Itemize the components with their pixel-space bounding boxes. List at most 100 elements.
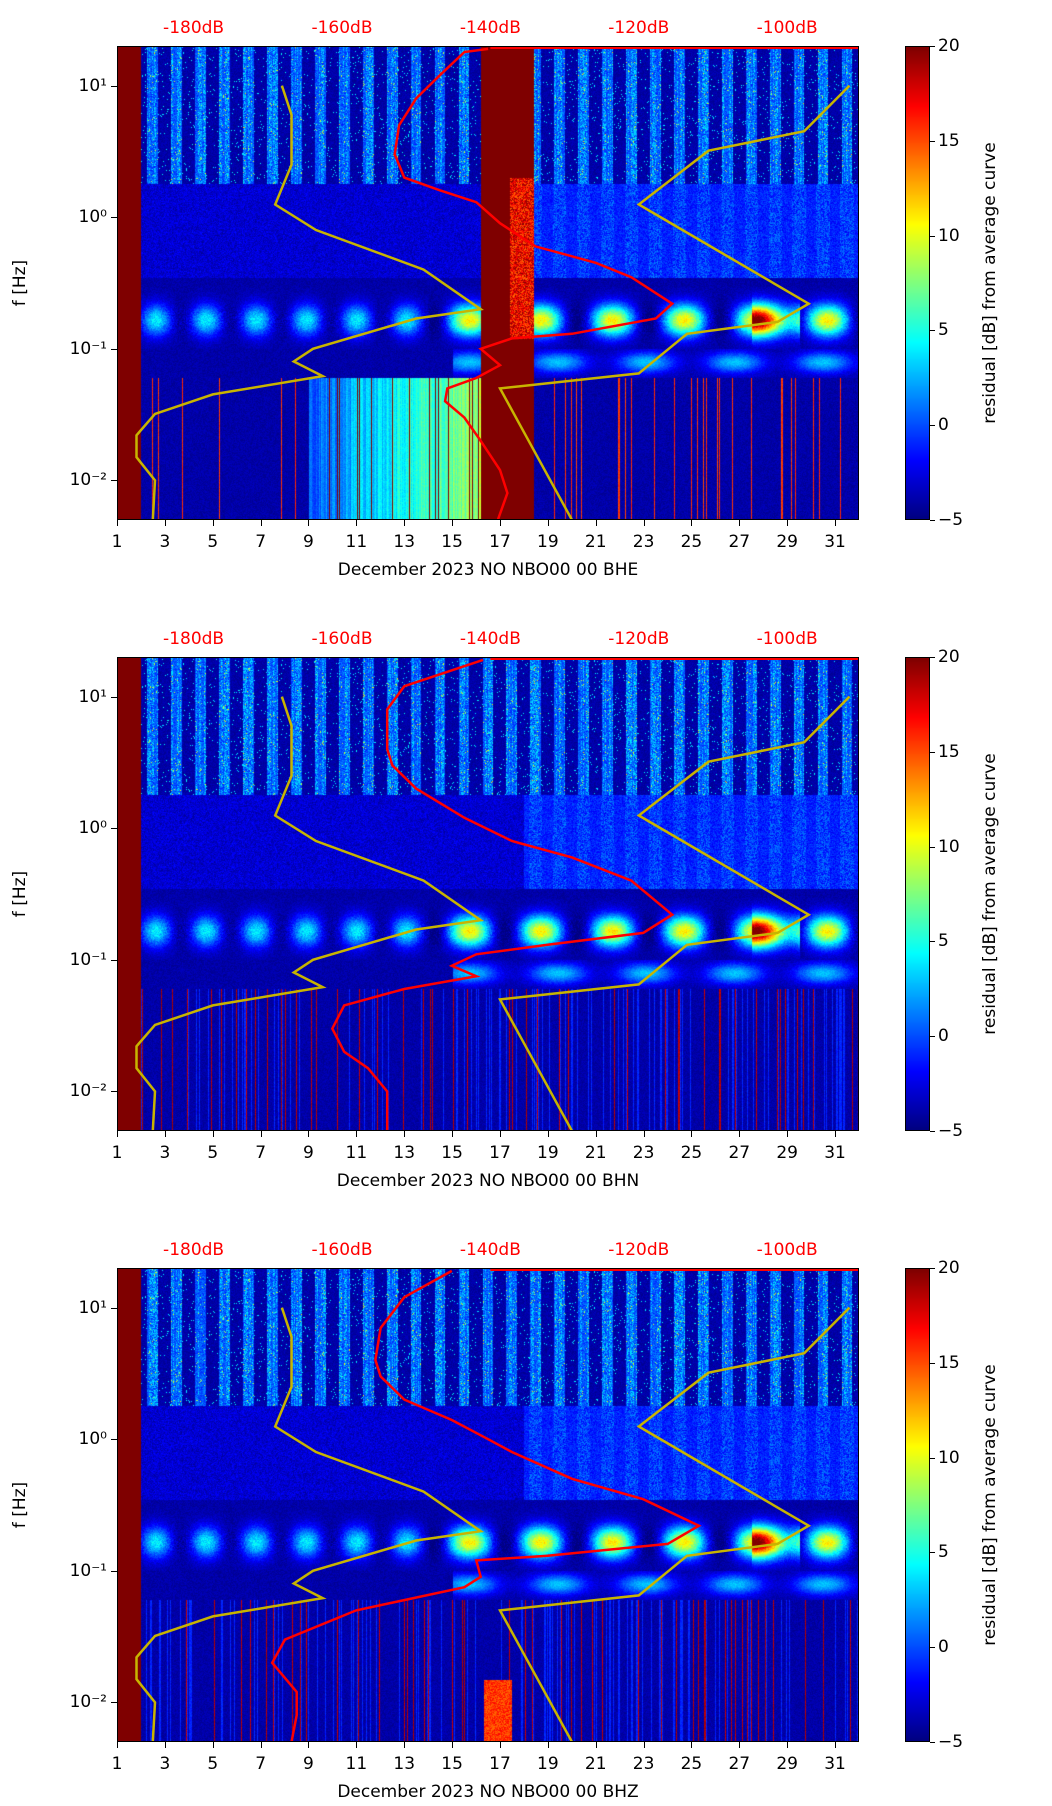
- y-tick-mark: [111, 85, 117, 87]
- x-tick-label: 7: [255, 1754, 267, 1774]
- colorbar-tick-label: 0: [938, 1637, 949, 1658]
- db-tick-label: -100dB: [756, 1240, 818, 1260]
- colorbar-tick-label: 15: [938, 130, 960, 151]
- db-tick-label: -180dB: [163, 18, 225, 38]
- x-tick-label: 7: [255, 532, 267, 552]
- x-tick-mark: [260, 520, 262, 526]
- spectrogram-heatmap: [117, 46, 859, 520]
- x-tick-mark: [452, 520, 454, 526]
- x-tick-label: 3: [159, 1754, 171, 1774]
- x-tick-label: 9: [303, 1754, 314, 1774]
- colorbar: [905, 46, 930, 520]
- db-tick-label: -140dB: [459, 18, 521, 38]
- y-tick-mark: [111, 348, 117, 350]
- colorbar-tick-mark: [930, 751, 935, 753]
- x-tick-mark: [260, 1131, 262, 1137]
- x-tick-mark: [308, 1131, 310, 1137]
- y-tick-label: 10⁻¹: [69, 949, 107, 970]
- x-tick-label: 17: [489, 1143, 511, 1163]
- spectrogram-plot-area: [117, 657, 859, 1131]
- colorbar-tick-label: −5: [938, 510, 964, 530]
- db-tick-label: -160dB: [311, 1240, 373, 1260]
- x-tick-mark: [260, 1742, 262, 1748]
- y-tick-label: 10⁻²: [69, 470, 107, 491]
- colorbar: [905, 1268, 930, 1742]
- x-tick-label: 1: [111, 1754, 123, 1774]
- x-tick-label: 9: [303, 1143, 314, 1163]
- spectrogram-plot-area: [117, 46, 859, 520]
- x-tick-label: 1: [111, 532, 123, 552]
- x-tick-mark: [308, 520, 310, 526]
- x-tick-mark: [547, 520, 549, 526]
- x-tick-label: 13: [393, 1754, 416, 1774]
- x-tick-mark: [739, 520, 741, 526]
- spectrogram-heatmap: [117, 1268, 859, 1742]
- x-tick-label: 21: [584, 532, 607, 552]
- x-tick-label: 5: [207, 1143, 219, 1163]
- x-tick-mark: [164, 1742, 166, 1748]
- db-tick-label: -140dB: [459, 1240, 521, 1260]
- colorbar-tick-label: 5: [938, 320, 949, 341]
- x-tick-label: 19: [537, 532, 559, 552]
- colorbar-tick-mark: [930, 846, 935, 848]
- colorbar-tick-mark: [930, 1131, 935, 1132]
- y-tick-mark: [111, 959, 117, 961]
- x-tick-mark: [595, 1131, 597, 1137]
- colorbar-tick-label: 0: [938, 415, 949, 436]
- x-tick-mark: [499, 1131, 501, 1137]
- colorbar-tick-mark: [930, 1552, 935, 1554]
- x-tick-mark: [499, 1742, 501, 1748]
- x-tick-label: 23: [632, 532, 655, 552]
- x-tick-mark: [643, 1131, 645, 1137]
- x-axis-label: December 2023 NO NBO00 00 BHZ: [337, 1782, 639, 1802]
- db-tick-label: -160dB: [311, 629, 373, 649]
- x-tick-mark: [356, 1742, 358, 1748]
- curve-overlay: [135, 46, 859, 520]
- colorbar-tick-mark: [930, 1742, 935, 1743]
- colorbar-tick-mark: [930, 1036, 935, 1038]
- y-tick-mark: [111, 480, 117, 482]
- x-tick-mark: [787, 520, 789, 526]
- x-tick-label: 11: [345, 532, 368, 552]
- low-noise-model-curve: [135, 696, 485, 1131]
- colorbar-tick-label: −5: [938, 1121, 964, 1141]
- colorbar-tick-label: 20: [938, 647, 960, 667]
- db-tick-label: -120dB: [608, 629, 670, 649]
- x-tick-mark: [212, 1131, 214, 1137]
- colorbar-tick-mark: [930, 520, 935, 521]
- x-tick-label: 19: [537, 1143, 559, 1163]
- x-tick-mark: [595, 1742, 597, 1748]
- x-tick-mark: [308, 1742, 310, 1748]
- colorbar-tick-mark: [930, 1362, 935, 1364]
- y-tick-label: 10⁻²: [69, 1692, 107, 1713]
- x-tick-mark: [787, 1131, 789, 1137]
- y-tick-mark: [111, 217, 117, 219]
- x-tick-label: 21: [584, 1143, 607, 1163]
- colorbar-tick-mark: [930, 1268, 935, 1269]
- x-tick-label: 3: [159, 532, 171, 552]
- x-tick-mark: [404, 1131, 406, 1137]
- low-noise-model-curve: [135, 1307, 485, 1742]
- x-tick-mark: [452, 1131, 454, 1137]
- x-tick-label: 13: [393, 1143, 416, 1163]
- x-axis-label: December 2023 NO NBO00 00 BHE: [337, 560, 639, 580]
- y-axis-label: f [Hz]: [10, 1481, 30, 1529]
- x-tick-label: 29: [776, 532, 799, 552]
- y-tick-label: 10⁰: [78, 818, 107, 839]
- x-tick-label: 3: [159, 1143, 171, 1163]
- x-tick-label: 21: [584, 1754, 607, 1774]
- x-tick-label: 25: [680, 1754, 703, 1774]
- x-tick-mark: [643, 520, 645, 526]
- colorbar-tick-mark: [930, 235, 935, 237]
- high-noise-model-curve: [498, 695, 851, 1131]
- colorbar-tick-label: 5: [938, 1542, 949, 1563]
- db-tick-label: -120dB: [608, 18, 670, 38]
- x-tick-mark: [547, 1131, 549, 1137]
- colorbar-tick-mark: [930, 657, 935, 658]
- colorbar-tick-label: 10: [938, 225, 960, 246]
- y-tick-mark: [111, 1439, 117, 1441]
- y-tick-mark: [111, 828, 117, 830]
- colorbar-tick-label: 15: [938, 1352, 960, 1373]
- y-tick-label: 10¹: [78, 75, 107, 96]
